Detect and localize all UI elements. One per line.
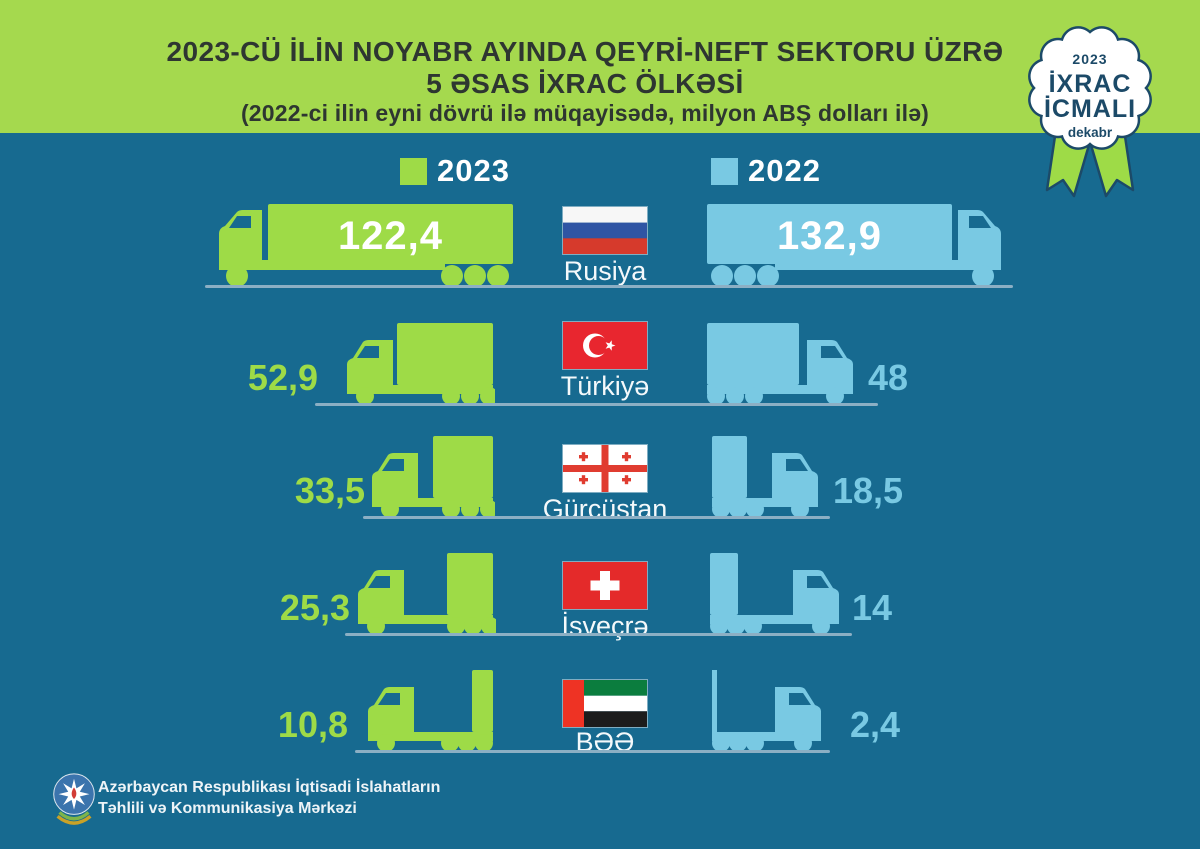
road-line [355, 750, 830, 753]
value-2022-turkiye: 48 [868, 357, 909, 398]
value-2022-bee: 2,4 [850, 704, 901, 745]
badge-title-line2: İCMALI [1044, 95, 1136, 123]
page-subtitle: (2022-ci ilin eyni dövrü ilə müqayisədə,… [240, 100, 930, 126]
road-line [345, 633, 852, 636]
truck-2023-turkiye-icon [347, 323, 495, 405]
russia-flag-icon [563, 207, 647, 254]
switzerland-flag-icon [563, 562, 647, 609]
value-2023-rusiya: 122,4 [337, 214, 444, 258]
legend-swatch-2022 [711, 158, 738, 185]
country-label-gurcustan: Gürcüstan [542, 494, 668, 524]
road-line [205, 285, 1013, 288]
georgia-flag-icon [563, 445, 647, 492]
country-label-bee: BƏƏ [575, 727, 635, 757]
page-title-line1: 2023-CÜ İLİN NOYABR AYINDA QEYRİ-NEFT SE… [166, 36, 1004, 67]
value-2023-turkiye: 52,9 [247, 357, 318, 398]
badge-rosette-icon [1028, 26, 1152, 150]
header-band [0, 0, 1200, 133]
value-2023-bee: 10,8 [277, 704, 348, 745]
truck-2022-isvecre-icon [710, 553, 839, 635]
country-label-isvecre: İsveçrə [561, 611, 649, 641]
turkey-flag-icon [563, 322, 647, 369]
value-2023-gurcustan: 33,5 [294, 470, 365, 511]
value-2022-gurcustan: 18,5 [833, 470, 904, 511]
legend-label-2023: 2023 [437, 153, 510, 188]
value-2022-rusiya: 132,9 [776, 214, 883, 258]
truck-2023-bee-icon [368, 670, 493, 752]
uae-flag-icon [563, 680, 647, 727]
export-review-badge: 2023 İXRAC İCMALI dekabr [1028, 26, 1152, 198]
badge-year: 2023 [1072, 51, 1107, 67]
legend-swatch-2023 [400, 158, 427, 185]
road-line [315, 403, 878, 406]
country-label-turkiye: Türkiyə [560, 371, 650, 401]
truck-2023-rusiya-icon [219, 204, 513, 287]
org-name-line1: Azərbaycan Respublikası İqtisadi İslahat… [98, 779, 441, 796]
badge-title-line1: İXRAC [1049, 70, 1132, 98]
truck-2022-gurcustan-icon [712, 436, 818, 518]
page-title-line2: 5 ƏSAS İXRAC ÖLKƏSİ [426, 68, 744, 99]
org-name-line2: Təhlili və Kommunikasiya Mərkəzi [98, 800, 357, 817]
truck-2022-bee-icon [712, 670, 821, 752]
badge-month: dekabr [1068, 125, 1113, 140]
truck-2023-gurcustan-icon [372, 436, 495, 518]
country-label-rusiya: Rusiya [563, 256, 647, 286]
truck-2022-turkiye-icon [707, 323, 853, 405]
azerbaijan-emblem-icon [53, 773, 95, 825]
truck-2022-rusiya-icon [707, 204, 1001, 287]
legend-label-2022: 2022 [748, 153, 821, 188]
value-2023-isvecre: 25,3 [279, 587, 350, 628]
truck-2023-isvecre-icon [358, 553, 496, 635]
road-line [363, 516, 830, 519]
value-2022-isvecre: 14 [852, 587, 893, 628]
